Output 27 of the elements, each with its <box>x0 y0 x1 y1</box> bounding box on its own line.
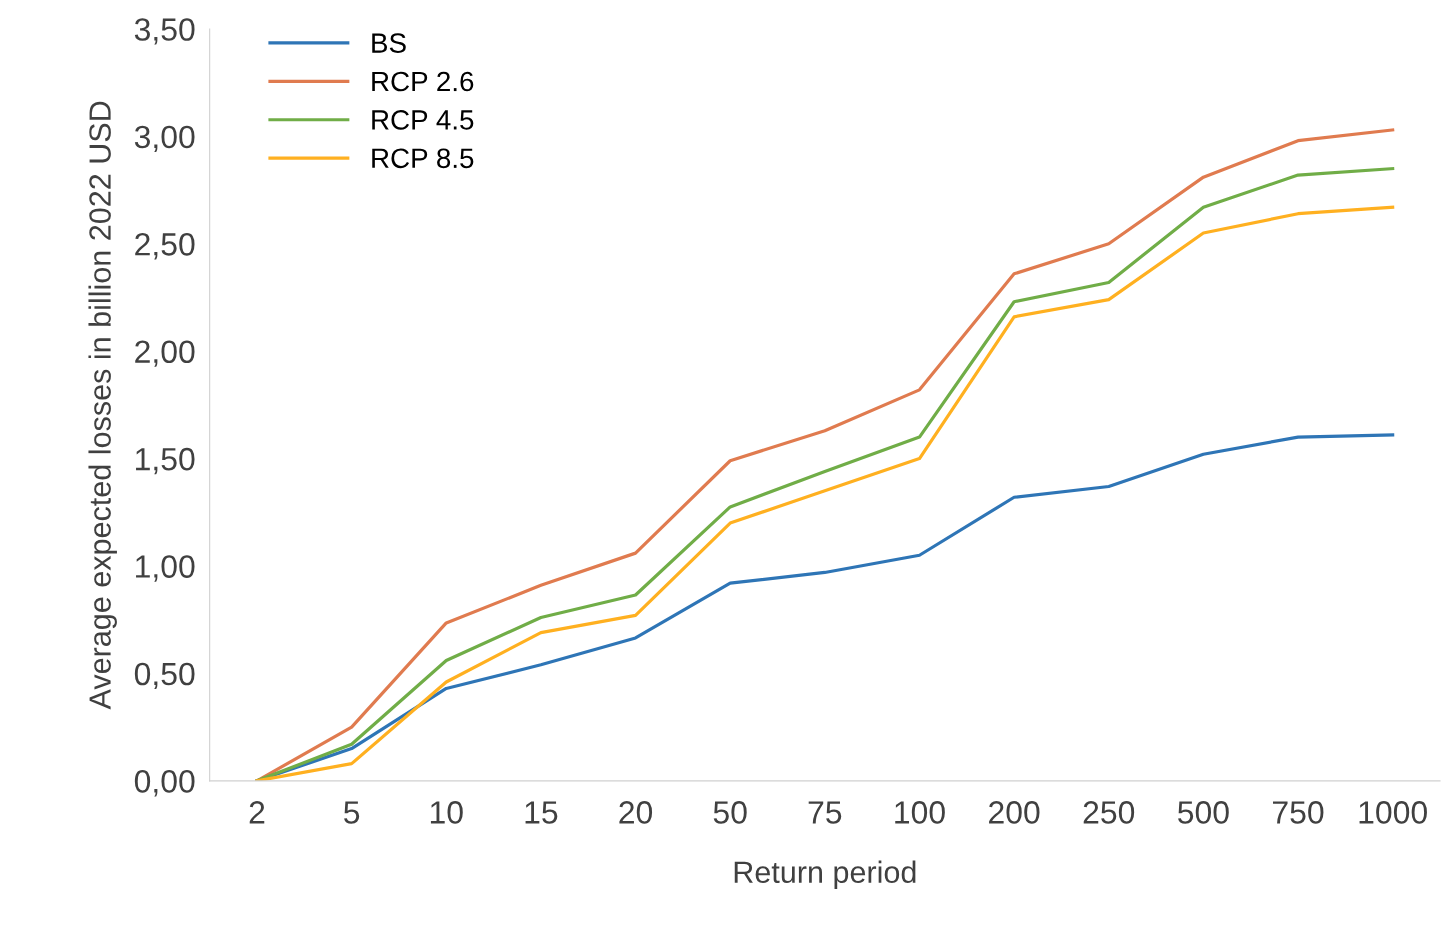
y-tick-label: 1,00 <box>136 555 195 582</box>
y-tick-label: 1,50 <box>136 447 195 475</box>
y-tick-label: 0,00 <box>134 770 195 797</box>
legend-label: RCP 8.5 <box>372 148 474 169</box>
x-tick-label: 200 <box>989 801 1040 824</box>
legend-label: BS <box>372 33 406 53</box>
y-tick-label: 3,00 <box>134 125 195 153</box>
x-tick-label: 50 <box>713 801 747 824</box>
y-tick-label: 0,50 <box>134 662 195 690</box>
x-tick-label: 15 <box>525 801 558 824</box>
x-tick-label: 2 <box>249 801 265 824</box>
x-tick-label: 500 <box>1178 801 1229 824</box>
x-tick-label: 750 <box>1273 801 1324 824</box>
x-tick-label: 20 <box>619 801 653 824</box>
x-tick-label: 5 <box>344 801 360 824</box>
legend-label: RCP 4.5 <box>372 110 474 130</box>
x-tick-label: 250 <box>1083 801 1135 824</box>
y-tick-label: 2,50 <box>135 233 195 260</box>
x-axis-title: Return period <box>734 860 916 890</box>
x-tick-label: 1000 <box>1359 801 1427 824</box>
y-axis-title: Average expected losses in billion 2022 USD <box>88 101 117 710</box>
x-tick-label: 10 <box>430 801 463 824</box>
y-tick-label: 2,00 <box>135 340 195 367</box>
y-tick-label: 3,50 <box>134 18 195 45</box>
x-tick-label: 100 <box>895 801 945 824</box>
x-tick-label: 75 <box>808 801 842 824</box>
legend-label: RCP 2.6 <box>372 71 474 92</box>
